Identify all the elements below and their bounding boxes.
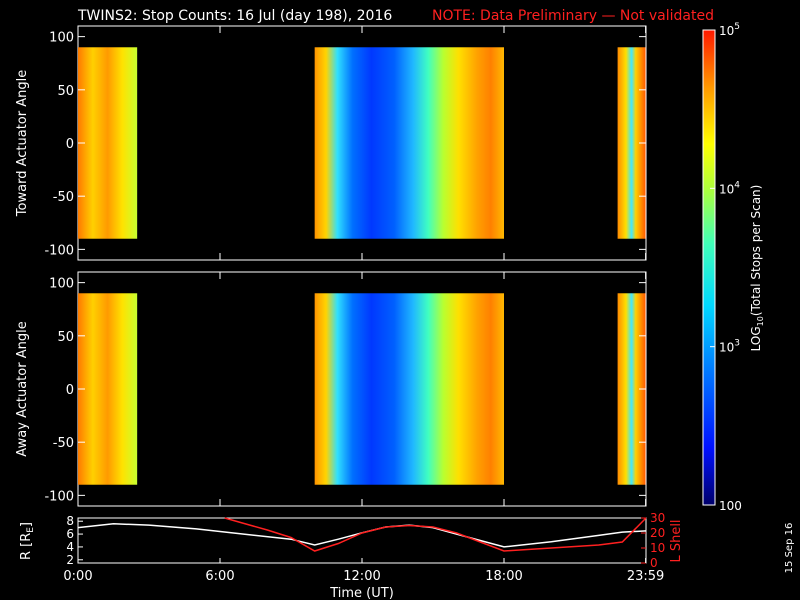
y-tick-label: -50 [53, 190, 74, 205]
away-heatmap-panel: 100 50 0 -50 -100 Away Actuator Angle [15, 271, 647, 507]
data-window-block [314, 293, 504, 485]
y-tick-label: 50 [57, 330, 74, 345]
colorbar: 105 104 103 100 LOG10(Total Stops per Scan) [702, 22, 765, 513]
chart-title: TWINS2: Stop Counts: 16 Jul (day 198), 2… [77, 8, 392, 24]
away-y-axis-label: Away Actuator Angle [15, 321, 30, 456]
y-tick-label: -100 [44, 489, 74, 504]
x-tick-label: 12:00 [343, 569, 380, 584]
orbit-plot-frame [77, 517, 647, 564]
y-tick-label: 0 [66, 137, 74, 152]
x-tick-label: 0:00 [63, 569, 92, 584]
y-tick-label: 2 [66, 553, 74, 567]
y-tick-label: 0 [66, 383, 74, 398]
colorbar-tick-label: 104 [719, 180, 740, 196]
y-tick-label: 100 [49, 277, 74, 292]
data-window-block [314, 47, 504, 239]
x-axis-label: Time (UT) [329, 586, 394, 600]
y-tick-label: -100 [44, 243, 74, 258]
y-tick-label: 6 [66, 527, 74, 541]
lshell-series-line [224, 517, 647, 552]
x-tick-label: 6:00 [205, 569, 234, 584]
colorbar-tick-label: 100 [719, 499, 742, 513]
preliminary-note: NOTE: Data Preliminary — Not validated [432, 8, 714, 24]
y-tick-label: 50 [57, 84, 74, 99]
toward-heatmap-panel: 100 50 0 -50 -100 Toward Actuator Angle [15, 25, 647, 261]
data-window-block [78, 293, 138, 485]
toward-y-axis-label: Toward Actuator Angle [15, 70, 30, 217]
colorbar-tick-label: 103 [719, 339, 740, 355]
lshell-axis-label: L Shell [669, 519, 684, 562]
date-stamp: 15 Sep 16 [784, 523, 795, 574]
data-window-block [78, 47, 138, 239]
y-tick-label: 8 [66, 514, 74, 528]
y-tick-label: 4 [66, 540, 74, 554]
y2-tick-label: 10 [650, 541, 665, 555]
y2-tick-label: 0 [650, 556, 658, 570]
colorbar-gradient [702, 29, 716, 506]
y-tick-label: 100 [49, 31, 74, 46]
y2-tick-label: 20 [650, 526, 665, 540]
colorbar-label: LOG10(Total Stops per Scan) [749, 185, 765, 352]
x-tick-label: 23:59 [627, 569, 664, 584]
y2-tick-label: 30 [650, 511, 665, 525]
orbit-y-axis-label: R [RE] [19, 522, 36, 560]
y-tick-label: -50 [53, 436, 74, 451]
x-tick-label: 18:00 [485, 569, 522, 584]
colorbar-tick-label: 105 [719, 22, 740, 38]
